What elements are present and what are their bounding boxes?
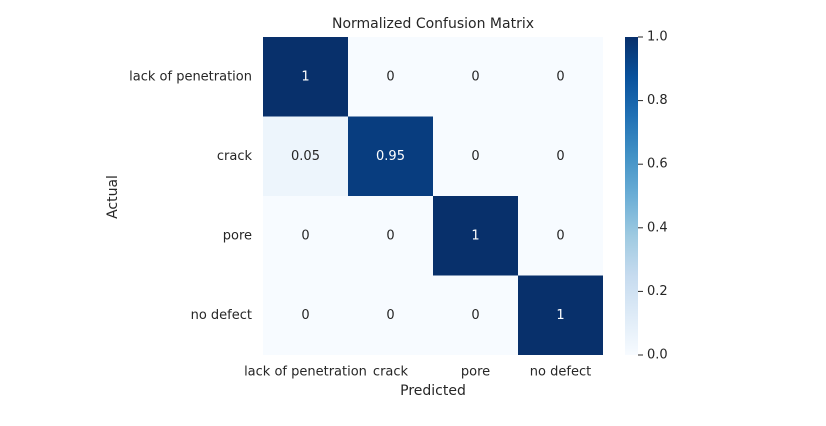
x-tick-label: lack of penetration (244, 365, 367, 380)
y-tick-label: pore (223, 228, 252, 243)
colorbar (625, 37, 638, 355)
heatmap-cell (518, 275, 603, 355)
heatmap-cell (433, 116, 518, 196)
cell-label: 0 (301, 308, 309, 323)
x-tick-label: no defect (530, 365, 591, 380)
cell-label: 0 (386, 69, 394, 84)
cell-label: 0.95 (376, 149, 405, 164)
cell-label: 0 (556, 149, 564, 164)
heatmap-cell (518, 116, 603, 196)
cell-label: 0 (471, 69, 479, 84)
y-tick-label: crack (217, 149, 253, 164)
colorbar-tick-label: 0.6 (647, 157, 668, 172)
colorbar-tick-label: 0.0 (647, 348, 668, 363)
heatmap-cell (518, 196, 603, 276)
heatmap-cell (263, 275, 348, 355)
colorbar-tick-label: 0.4 (647, 220, 668, 235)
x-tick-label: pore (461, 365, 490, 380)
colorbar-tick-label: 1.0 (647, 30, 668, 45)
y-tick-label: no defect (191, 308, 252, 323)
heatmap-cell (348, 116, 433, 196)
heatmap-cell (348, 37, 433, 117)
heatmap-cell (518, 37, 603, 117)
chart-title: Normalized Confusion Matrix (332, 16, 534, 32)
colorbar-tick-label: 0.2 (647, 284, 668, 299)
y-axis-label: Actual (105, 175, 121, 219)
heatmap-cell (263, 196, 348, 276)
cell-label: 0.05 (291, 149, 320, 164)
y-tick-label: lack of penetration (129, 69, 252, 84)
colorbar-tick-label: 0.8 (647, 93, 668, 108)
cell-label: 0 (386, 228, 394, 243)
cell-label: 0 (471, 308, 479, 323)
heatmap-cell (348, 196, 433, 276)
heatmap-cell (263, 116, 348, 196)
cell-label: 0 (471, 149, 479, 164)
x-tick-label: crack (373, 365, 409, 380)
cell-label: 1 (301, 69, 309, 84)
heatmap-cell (263, 37, 348, 117)
heatmap-cell (433, 275, 518, 355)
heatmap-cell (348, 275, 433, 355)
cell-label: 0 (301, 228, 309, 243)
cell-label: 0 (386, 308, 394, 323)
cell-label: 1 (556, 308, 564, 323)
cell-label: 0 (556, 228, 564, 243)
cell-label: 1 (471, 228, 479, 243)
x-axis-label: Predicted (400, 383, 466, 399)
cell-label: 0 (556, 69, 564, 84)
heatmap-cell (433, 37, 518, 117)
heatmap-cell (433, 196, 518, 276)
